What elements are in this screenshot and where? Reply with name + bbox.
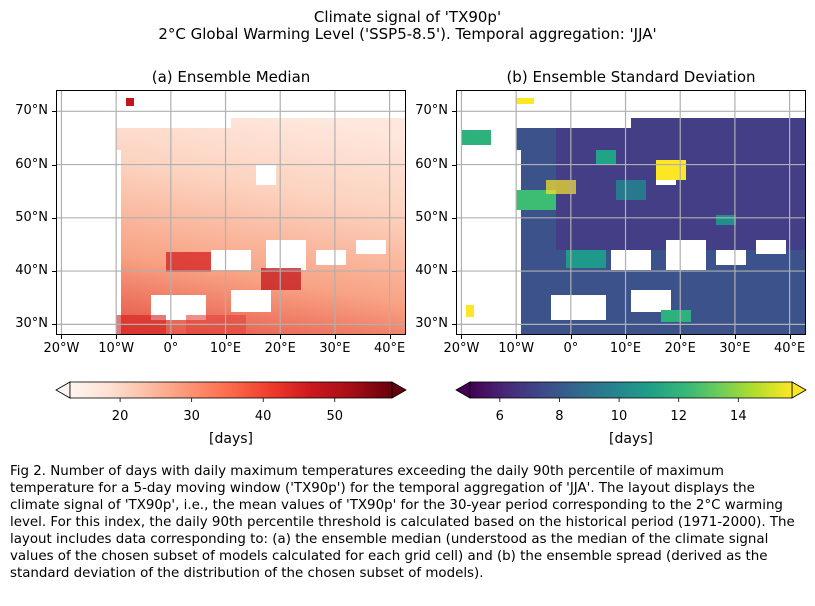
lon-tick-label: 10°W bbox=[98, 341, 135, 356]
panel-b-title: (b) Ensemble Standard Deviation bbox=[506, 68, 756, 86]
colorbar-tick-label: 40 bbox=[254, 409, 272, 424]
lat-tick-mark bbox=[452, 111, 456, 113]
lon-tick-label: 20°W bbox=[443, 341, 480, 356]
lat-tick-label: 60°N bbox=[15, 156, 48, 172]
lon-tick-label: 40°E bbox=[373, 341, 406, 356]
colorbar-gradient bbox=[69, 381, 393, 399]
lon-tick-mark bbox=[461, 335, 463, 339]
lon-tick-mark bbox=[516, 335, 518, 339]
lat-tick-label: 70°N bbox=[415, 103, 448, 119]
lon-tick-label: 0° bbox=[563, 341, 579, 356]
lon-tick-label: 30°E bbox=[319, 341, 351, 356]
colorbar-tick-label: 30 bbox=[183, 409, 200, 424]
figure-title: Climate signal of 'TX90p' bbox=[313, 8, 502, 26]
lat-tick-mark bbox=[452, 324, 456, 326]
lon-tick-mark bbox=[170, 335, 172, 339]
colorbar-graphic bbox=[55, 381, 407, 402]
figure-caption: Fig 2. Number of days with daily maximum… bbox=[10, 464, 795, 581]
lat-tick-label: 50°N bbox=[415, 209, 448, 225]
lat-tick-mark bbox=[52, 164, 56, 166]
lon-tick-label: 10°E bbox=[209, 341, 242, 356]
lon-tick-mark bbox=[570, 335, 572, 339]
lat-tick-mark bbox=[52, 217, 56, 219]
colorbar-extend-high bbox=[791, 381, 807, 399]
std-colorbar-label: [days] bbox=[609, 431, 653, 447]
lon-tick-label: 10°E bbox=[609, 341, 642, 356]
lon-tick-mark bbox=[280, 335, 282, 339]
colorbar-tick-label: 8 bbox=[555, 409, 564, 424]
lat-tick-label: 70°N bbox=[15, 103, 48, 119]
std-field bbox=[456, 90, 806, 335]
lon-tick-label: 10°W bbox=[498, 341, 535, 356]
colorbar-tick-label: 6 bbox=[495, 409, 504, 424]
colorbar-tick-label: 50 bbox=[326, 409, 344, 424]
median-field bbox=[56, 90, 406, 335]
lon-tick-label: 40°E bbox=[773, 341, 806, 356]
lat-tick-mark bbox=[52, 271, 56, 273]
lon-tick-mark bbox=[116, 335, 118, 339]
lat-tick-label: 60°N bbox=[415, 156, 448, 172]
lon-tick-label: 0° bbox=[163, 341, 179, 356]
median-colorbar bbox=[55, 380, 407, 402]
colorbar-tick-label: 10 bbox=[610, 409, 628, 424]
lon-tick-mark bbox=[225, 335, 227, 339]
figure-subtitle: 2°C Global Warming Level ('SSP5-8.5'). T… bbox=[158, 25, 657, 43]
colorbar-extend-high bbox=[391, 381, 407, 399]
lat-tick-mark bbox=[452, 217, 456, 219]
median-colorbar-label: [days] bbox=[209, 431, 253, 447]
lat-tick-label: 30°N bbox=[15, 316, 48, 332]
lon-tick-mark bbox=[389, 335, 391, 339]
lon-tick-label: 30°E bbox=[719, 341, 751, 356]
colorbar-graphic bbox=[455, 381, 807, 402]
lon-tick-mark bbox=[61, 335, 63, 339]
std-colorbar bbox=[455, 380, 807, 402]
lat-tick-mark bbox=[452, 271, 456, 273]
lat-tick-label: 40°N bbox=[15, 263, 48, 279]
colorbar-tick-label: 20 bbox=[111, 409, 129, 424]
colorbar-tick-label: 12 bbox=[670, 409, 687, 424]
gridlines bbox=[456, 90, 806, 335]
lon-tick-mark bbox=[789, 335, 791, 339]
lat-tick-label: 30°N bbox=[415, 316, 448, 332]
lat-tick-label: 50°N bbox=[15, 209, 48, 225]
lon-tick-label: 20°W bbox=[43, 341, 80, 356]
colorbar-extend-low bbox=[55, 381, 71, 399]
lon-tick-mark bbox=[334, 335, 336, 339]
colorbar-gradient bbox=[469, 381, 793, 399]
gridlines bbox=[56, 90, 406, 335]
lat-tick-label: 40°N bbox=[415, 263, 448, 279]
lon-tick-mark bbox=[680, 335, 682, 339]
lon-tick-mark bbox=[625, 335, 627, 339]
lon-tick-mark bbox=[734, 335, 736, 339]
lat-tick-mark bbox=[52, 324, 56, 326]
colorbar-tick-label: 14 bbox=[730, 409, 747, 424]
lon-tick-label: 20°E bbox=[264, 341, 296, 356]
lat-tick-mark bbox=[52, 111, 56, 113]
lat-tick-mark bbox=[452, 164, 456, 166]
panel-a-title: (a) Ensemble Median bbox=[151, 68, 311, 86]
median-map bbox=[56, 90, 406, 335]
std-map bbox=[456, 90, 806, 335]
colorbar-extend-low bbox=[455, 381, 471, 399]
lon-tick-label: 20°E bbox=[664, 341, 696, 356]
